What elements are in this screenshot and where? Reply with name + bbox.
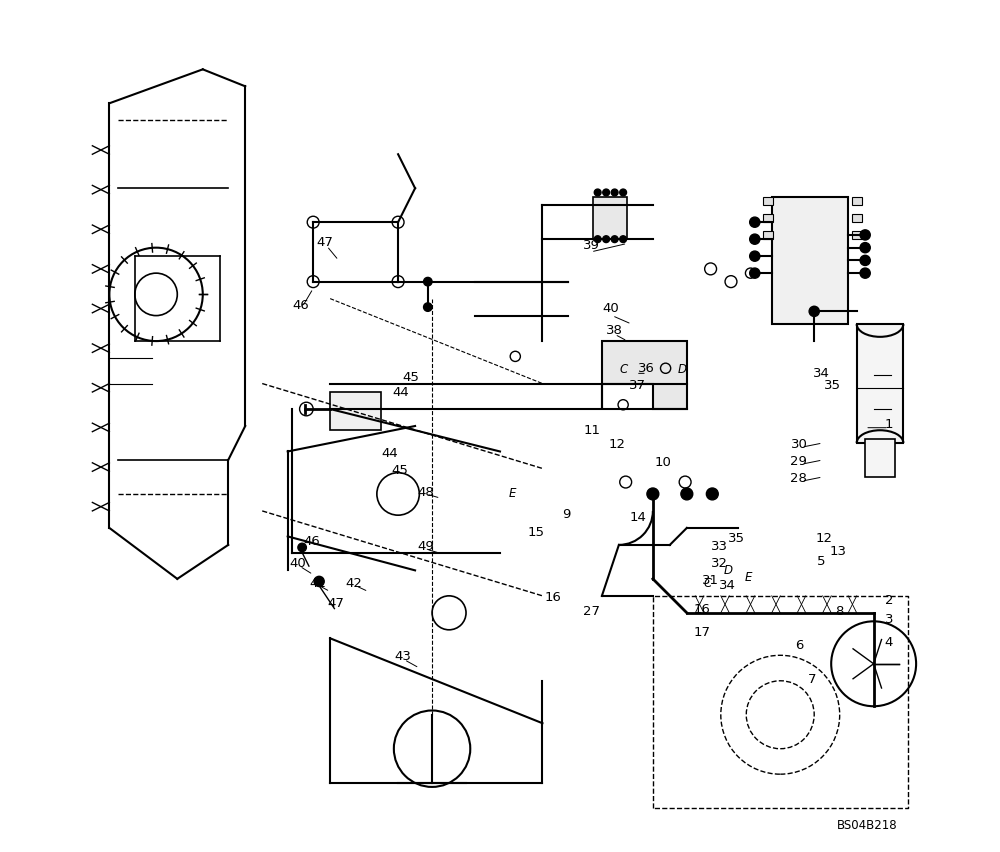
Circle shape [706, 488, 718, 500]
Circle shape [681, 488, 693, 500]
Text: 45: 45 [402, 371, 419, 384]
Text: 40: 40 [290, 557, 306, 570]
Bar [852, 214, 862, 222]
Text: 36: 36 [638, 362, 655, 375]
Text: 46: 46 [303, 535, 320, 548]
Text: 27: 27 [583, 605, 600, 618]
Circle shape [750, 217, 760, 227]
Circle shape [594, 236, 601, 243]
Text: 15: 15 [527, 526, 544, 538]
Text: 31: 31 [702, 574, 719, 587]
Text: 10: 10 [655, 456, 671, 469]
Text: C: C [619, 364, 627, 377]
Text: 2: 2 [885, 594, 893, 607]
Text: 48: 48 [417, 486, 434, 498]
Text: 39: 39 [583, 239, 600, 252]
Circle shape [314, 576, 324, 586]
Text: 37: 37 [629, 379, 646, 392]
Circle shape [647, 488, 659, 500]
Text: 11: 11 [583, 423, 600, 437]
Text: 7: 7 [808, 672, 817, 686]
Bar [852, 197, 862, 205]
Circle shape [298, 544, 306, 552]
Bar [857, 324, 903, 443]
Bar [330, 392, 381, 430]
Text: 3: 3 [885, 613, 893, 626]
Text: 45: 45 [391, 463, 408, 476]
Text: 17: 17 [694, 626, 711, 639]
Text: 12: 12 [609, 438, 626, 452]
Bar [772, 197, 848, 324]
Text: 8: 8 [836, 605, 844, 618]
Circle shape [860, 243, 870, 253]
Circle shape [603, 189, 610, 196]
Bar [763, 231, 773, 239]
Text: 41: 41 [309, 577, 326, 590]
Text: 44: 44 [381, 446, 398, 460]
Bar [865, 439, 895, 477]
Text: 47: 47 [317, 236, 333, 249]
Text: 16: 16 [694, 603, 711, 616]
Text: 43: 43 [394, 650, 411, 664]
Text: 29: 29 [790, 455, 807, 468]
Text: 49: 49 [417, 540, 434, 553]
Circle shape [594, 189, 601, 196]
Text: 28: 28 [790, 472, 807, 485]
Text: 35: 35 [728, 532, 745, 544]
Text: 47: 47 [328, 597, 344, 610]
Text: 40: 40 [602, 302, 619, 315]
Text: 13: 13 [829, 545, 846, 558]
Circle shape [750, 251, 760, 262]
Bar [763, 214, 773, 222]
Text: 9: 9 [562, 508, 570, 521]
Circle shape [860, 256, 870, 266]
Circle shape [603, 236, 610, 243]
Text: 14: 14 [629, 511, 646, 524]
Text: 6: 6 [795, 639, 803, 652]
Text: 33: 33 [711, 540, 728, 553]
Text: 5: 5 [817, 556, 825, 568]
Text: 46: 46 [292, 299, 309, 312]
Text: 34: 34 [813, 367, 829, 380]
Text: 34: 34 [719, 579, 736, 592]
Circle shape [611, 189, 618, 196]
Text: 32: 32 [711, 557, 728, 570]
Text: 44: 44 [392, 386, 409, 400]
Circle shape [809, 306, 819, 316]
Text: 12: 12 [816, 532, 833, 544]
Circle shape [860, 268, 870, 279]
Text: D: D [678, 364, 687, 377]
Bar [763, 197, 773, 205]
Circle shape [750, 268, 760, 279]
Circle shape [620, 236, 627, 243]
Circle shape [750, 234, 760, 245]
Bar [852, 231, 862, 239]
Polygon shape [602, 341, 687, 409]
Text: E: E [744, 571, 752, 584]
Text: 30: 30 [790, 438, 807, 452]
Text: 35: 35 [824, 379, 841, 392]
Circle shape [620, 189, 627, 196]
Text: 16: 16 [544, 591, 561, 604]
Text: E: E [509, 487, 516, 500]
Bar [593, 197, 627, 239]
Text: 4: 4 [885, 636, 893, 649]
Text: BS04B218: BS04B218 [837, 819, 897, 832]
Text: 38: 38 [606, 325, 623, 337]
Circle shape [424, 302, 432, 311]
Text: C: C [704, 577, 712, 590]
Text: 1: 1 [885, 417, 893, 431]
Circle shape [424, 278, 432, 286]
Text: 42: 42 [345, 577, 362, 590]
Circle shape [611, 236, 618, 243]
Text: D: D [724, 564, 733, 577]
Circle shape [860, 230, 870, 240]
